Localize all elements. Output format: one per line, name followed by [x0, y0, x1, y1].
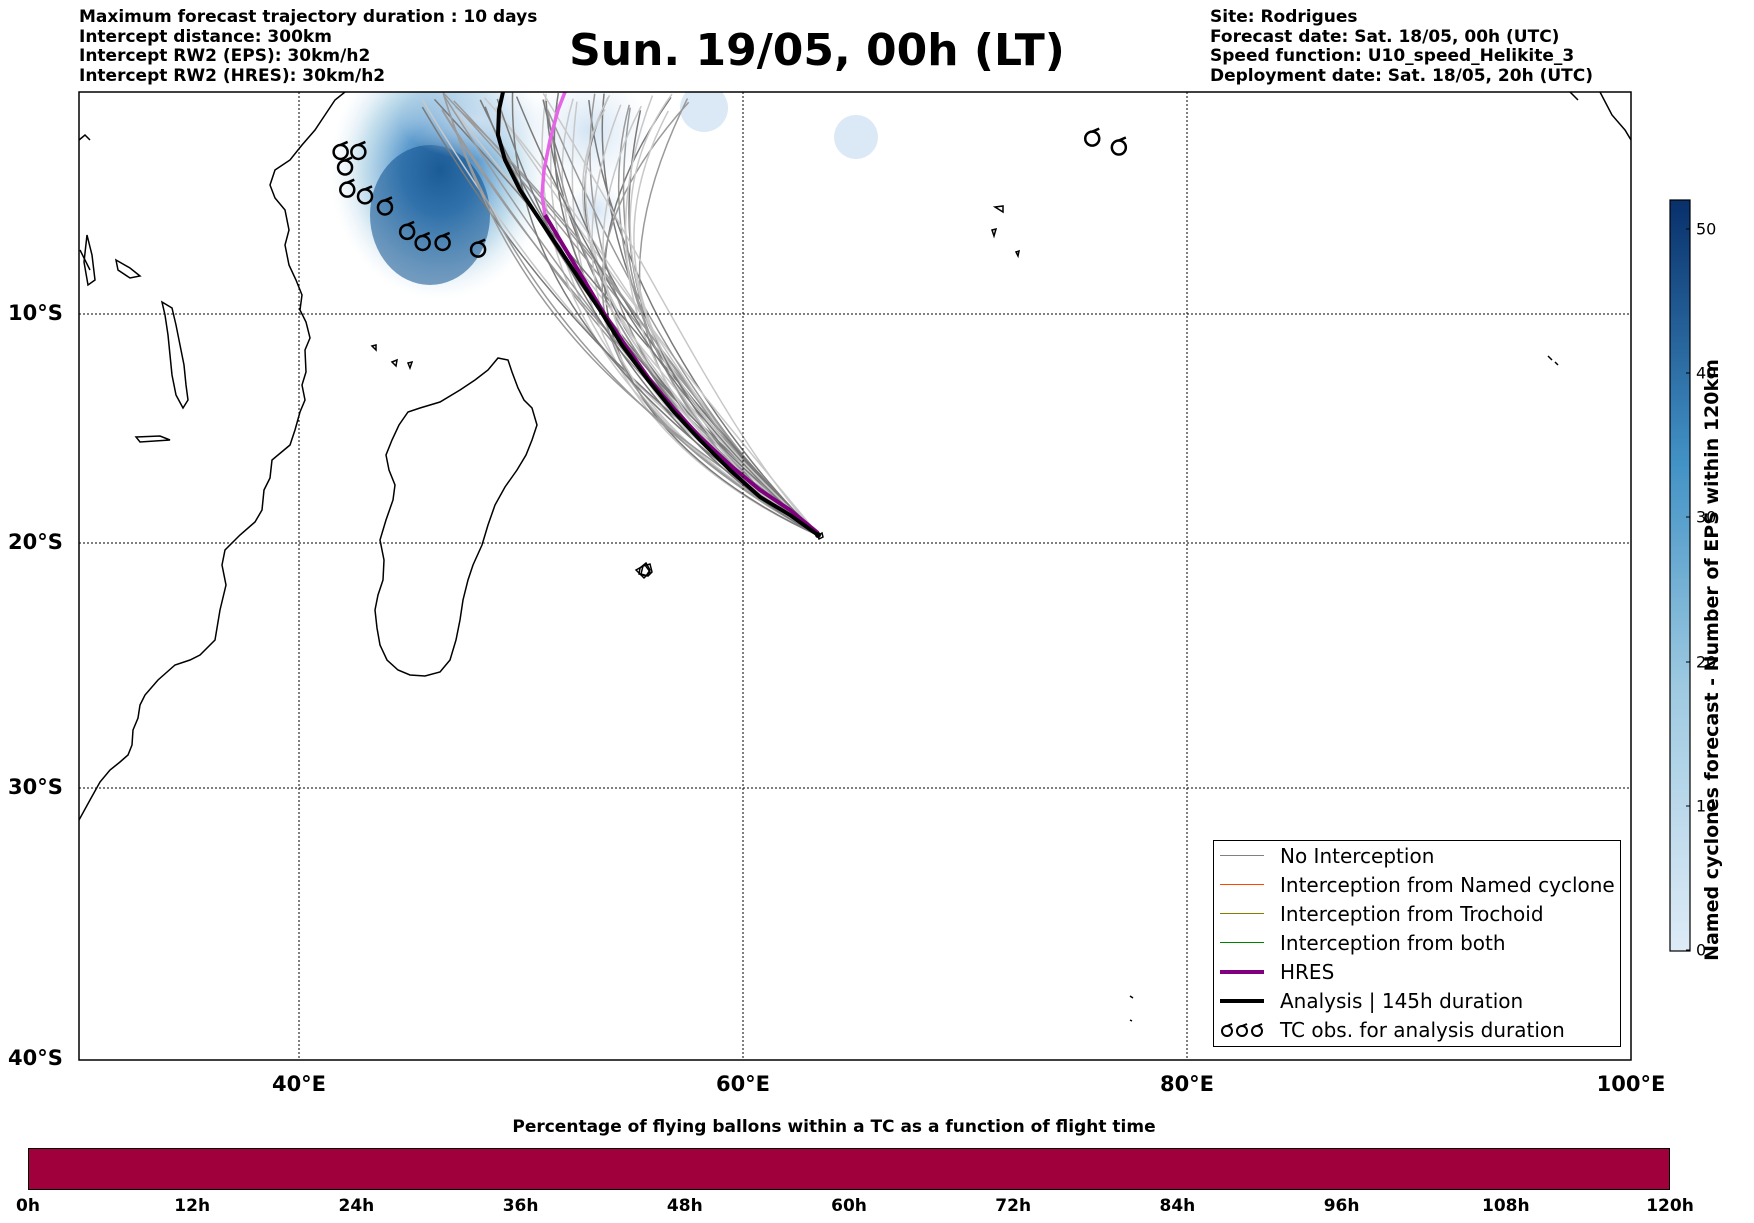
colorbar-ticks: [1686, 228, 1690, 951]
flight-time-tick: 36h: [502, 1196, 539, 1216]
tc-obs-symbol: [356, 185, 374, 205]
lon-label-60e: 60°E: [715, 1072, 771, 1096]
flight-time-bar-title: Percentage of flying ballons within a TC…: [512, 1117, 1156, 1137]
legend-swatch: [1220, 884, 1264, 885]
flight-time-tick: 72h: [995, 1196, 1032, 1216]
northern-coast: [79, 92, 1631, 271]
release-point-marker: [815, 532, 821, 538]
colorbar-tick-40: 40: [1696, 363, 1717, 383]
africa-coastline: [79, 92, 346, 821]
flight-time-tick: 120h: [1646, 1196, 1694, 1216]
tc-obs-symbol: [350, 140, 367, 161]
legend-swatch: [1220, 999, 1264, 1003]
map-legend: No Interception Interception from Named …: [1213, 840, 1621, 1047]
colorbar-tick-10: 10: [1696, 796, 1717, 816]
gridlines: [79, 92, 1631, 1060]
flight-time-tick: 60h: [831, 1196, 867, 1216]
lat-label-20s: 20°S: [8, 530, 63, 554]
ensemble-trajectory: [628, 110, 821, 537]
ensemble-trajectory: [515, 96, 821, 537]
lat-label-40s: 40°S: [8, 1046, 63, 1070]
colorbar-tick-0: 0: [1696, 940, 1707, 960]
ensemble-trajectory: [633, 110, 821, 537]
legend-swatch: [1220, 855, 1264, 856]
ensemble-trajectory: [601, 101, 820, 537]
colorbar-tick-20: 20: [1696, 652, 1717, 672]
ensemble-trajectory: [542, 93, 821, 537]
tc-obs-symbol: [1110, 136, 1128, 156]
map-frame: [78, 91, 1632, 1061]
tc-obs-symbol: [376, 196, 394, 216]
legend-swatch: [1220, 913, 1264, 914]
tc-obs-symbol: [434, 231, 451, 252]
lon-label-80e: 80°E: [1159, 1072, 1215, 1096]
param-intercept-eps: Intercept RW2 (EPS): 30km/h2: [79, 46, 371, 66]
tc-obs-symbol: [398, 220, 416, 241]
site-name: Site: Rodrigues: [1210, 7, 1358, 27]
flight-time-tick: 12h: [174, 1196, 211, 1216]
ensemble-trajectory: [433, 98, 821, 537]
tc-obs-symbol: [332, 140, 349, 161]
param-intercept-hres: Intercept RW2 (HRES): 30km/h2: [79, 65, 386, 86]
island-specks: [1129, 355, 1559, 1022]
mauritius-coastline: [640, 563, 653, 577]
site-info: Site: Rodrigues Forecast date: Sat. 18/0…: [1210, 7, 1594, 86]
flight-time-tick: 108h: [1482, 1196, 1530, 1216]
hres-early-track: [540, 92, 567, 216]
cyclone-symbols-icon: [1221, 1023, 1263, 1037]
seychelles-islands: [991, 205, 1020, 259]
deployment-date: Deployment date: Sat. 18/05, 20h (UTC): [1210, 65, 1594, 86]
param-intercept-distance: Intercept distance: 300km: [79, 26, 332, 47]
param-max-duration: Maximum forecast trajectory duration : 1…: [79, 7, 538, 27]
coastlines: [79, 92, 1631, 1022]
flight-time-bar: [28, 1148, 1670, 1190]
flight-time-tick: 96h: [1323, 1196, 1360, 1216]
analysis-track: [495, 92, 820, 537]
comoros-islands: [370, 344, 414, 371]
colorbar-tick-50: 50: [1696, 219, 1717, 239]
flight-time-tick: 0h: [16, 1196, 40, 1216]
ensemble-trajectory: [625, 95, 820, 537]
flight-time-tick: 24h: [338, 1196, 375, 1216]
legend-swatch: [1220, 970, 1264, 974]
lon-label-40e: 40°E: [271, 1072, 327, 1096]
reunion-island: [634, 564, 651, 580]
forecast-parameters: Maximum forecast trajectory duration : 1…: [79, 7, 538, 86]
tc-obs-symbol: [1083, 127, 1101, 147]
tc-obs-symbol: [414, 231, 431, 252]
tc-obs-symbol: [339, 178, 356, 198]
tc-obs-symbol: [336, 156, 354, 176]
flight-time-tick: 84h: [1159, 1196, 1196, 1216]
ensemble-trajectory: [442, 93, 820, 537]
tc-observations: [332, 127, 1128, 258]
flight-time-tick: 48h: [666, 1196, 703, 1216]
lon-label-100e: 100°E: [1596, 1072, 1666, 1096]
forecast-date: Forecast date: Sat. 18/05, 00h (UTC): [1210, 26, 1560, 47]
lakes-outline: [83, 234, 189, 443]
speed-function: Speed function: U10_speed_Helikite_3: [1210, 46, 1575, 66]
legend-swatch: [1220, 942, 1264, 943]
colorbar-label: Named cyclones forecast - Number of EPS …: [1701, 359, 1723, 961]
cyclone-colorbar: [1669, 199, 1691, 952]
colorbar-tick-30: 30: [1696, 507, 1717, 527]
madagascar-coastline: [374, 357, 538, 677]
lat-label-10s: 10°S: [8, 301, 63, 325]
tc-obs-symbol: [469, 238, 487, 258]
lat-label-30s: 30°S: [8, 775, 63, 799]
page-title: Sun. 19/05, 00h (LT): [569, 25, 1065, 76]
